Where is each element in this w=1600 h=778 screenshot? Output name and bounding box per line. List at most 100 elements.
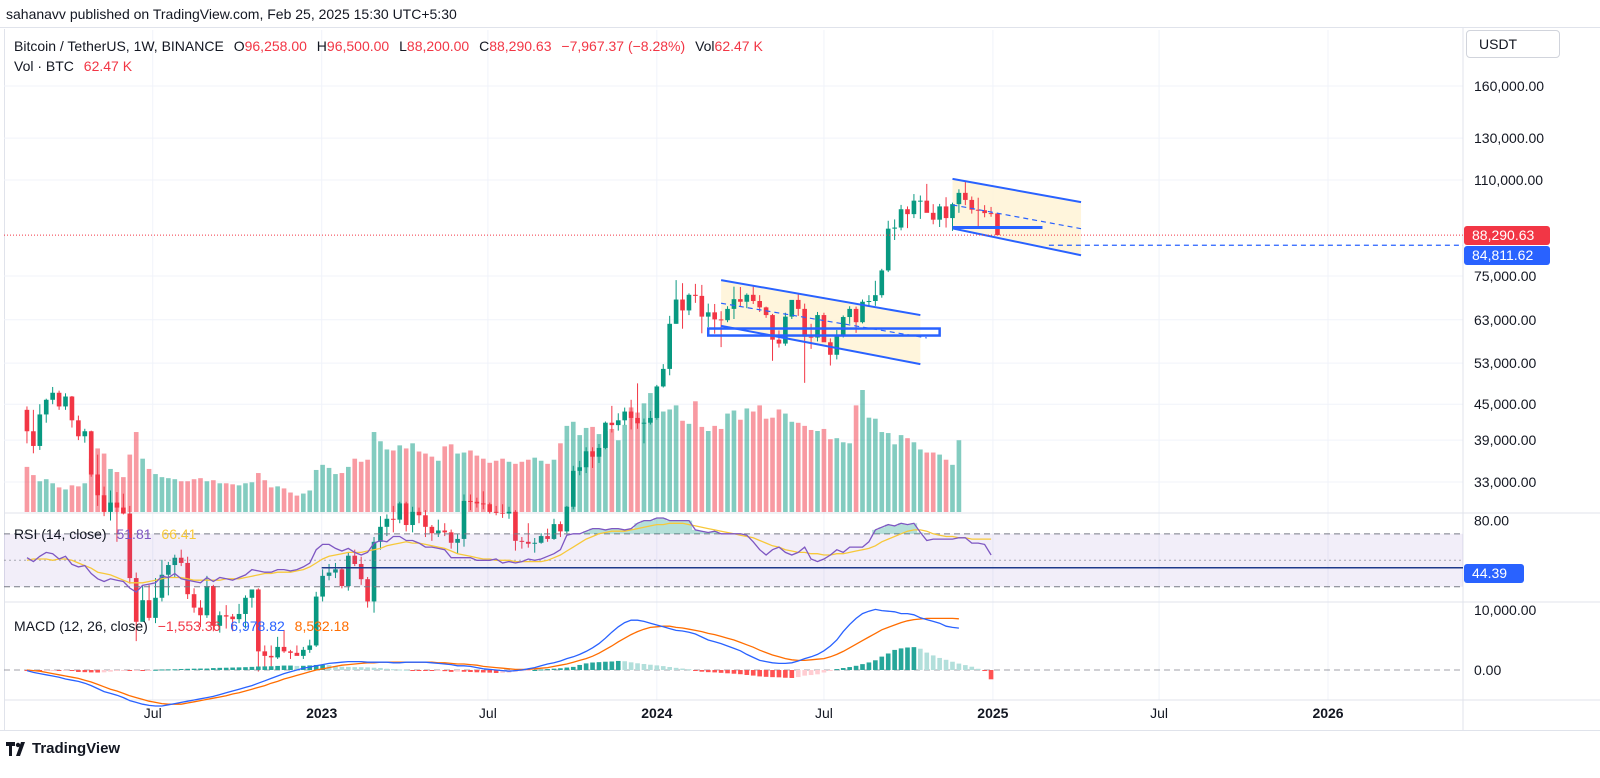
macd-hist-bar [770,670,775,678]
volume-bar [802,425,807,512]
macd-hist-bar [718,670,724,673]
channel-drawings [706,177,1082,366]
candle-body [101,495,107,512]
macd-hist-bar [975,668,981,670]
candle-body [988,213,994,215]
time-axis-label: Jul [144,705,162,721]
chart-frame[interactable] [4,29,1600,745]
candle-body [223,615,229,617]
macd-hist-bar [339,666,345,670]
candle-body [204,585,210,616]
volume-bar [211,480,216,512]
candle-body [146,600,152,618]
volume-bar [159,477,165,512]
volume-bar [236,485,242,512]
volume-bar [403,448,409,512]
candle-body [365,579,370,602]
volume-bar [153,474,158,512]
tradingview-logo[interactable]: TradingView [6,740,120,757]
candle-body [397,503,403,520]
currency-selector[interactable]: USDT [1466,30,1560,58]
macd-hist-value: −1,553.36 [157,618,221,634]
volume-bar [133,432,139,512]
macd-hist-bar [635,663,640,670]
candle-body [50,392,55,400]
candle-body [776,339,782,344]
candle-body [159,574,165,598]
volume-bar [423,453,428,512]
price-lines [4,234,1463,246]
candle-body [281,646,287,652]
candle-body [943,206,949,219]
macd-hist-bar [641,664,647,670]
channel-2024-mid [721,302,927,339]
volume-bar [333,474,338,512]
rsi-value: 51.81 [116,526,152,542]
macd-hist-bar [795,670,801,678]
candle-body [532,542,538,544]
macd-hist-bar [56,670,62,671]
volume-bar [705,431,711,512]
candle-body [860,301,865,323]
volume-bar [390,450,396,512]
volume-bar [313,469,319,512]
volume-bar [808,429,814,512]
candle-body [538,536,544,543]
candle-body [963,192,968,200]
candle-body [140,600,145,622]
vol-btc-value: 62.47 K [83,58,133,74]
macd-hist-bar [146,670,152,671]
low-label: L [399,38,407,54]
candle-body [198,607,203,616]
candle-body [301,649,306,656]
candle-body [660,368,666,387]
volume-bar [738,419,743,512]
last-price-tag: 88,290.63 [1464,226,1550,245]
candle-body [121,507,126,514]
volume-bar [146,468,152,512]
channel-2025-lower [952,227,1082,257]
macd-axis-label: 0.00 [1474,662,1501,678]
high-label: H [316,38,327,54]
macd-hist-bar [603,661,608,670]
macd-hist-bar [230,667,235,670]
macd-hist-bar [583,663,589,670]
close-value: 88,290.63 [489,38,552,54]
macd-hist-bar [963,665,968,670]
macd-hist-bar [390,669,396,671]
macd-hist-bar [236,667,242,670]
candle-body [757,301,762,308]
price-axis: 160,000.00 130,000.00 110,000.00 75,000.00 6… [1474,78,1544,678]
candle-body [500,512,505,514]
volume-bar [821,428,827,512]
macd-axis-label: 10,000.00 [1474,602,1536,618]
candle-body [423,515,428,527]
candle-body [69,396,75,421]
volume-bar [50,483,55,512]
candle-body [429,526,435,534]
volume-bar [532,457,538,512]
volume-bar [480,458,486,512]
candle-body [815,315,820,338]
candle-body [326,572,332,576]
volume-bar [429,456,435,512]
macd-hist-bar [37,670,43,671]
macd-hist-bar [288,665,293,670]
volume-bar [660,411,666,512]
macd-hist-bar [307,665,313,670]
candle-body [840,317,846,336]
macd-hist-bar [615,660,621,670]
volume-bar [519,461,525,512]
candle-body [930,212,936,220]
macd-signal-line [26,617,959,705]
macd-hist-bar [558,668,563,670]
macd-hist-bar [127,670,133,671]
candle-body [873,295,878,302]
candle-body [918,200,923,202]
candle-body [256,589,261,652]
macd-hist-bar [834,669,840,671]
candle-body [738,299,743,302]
volume-bar [378,441,383,512]
candle-body [802,308,807,337]
